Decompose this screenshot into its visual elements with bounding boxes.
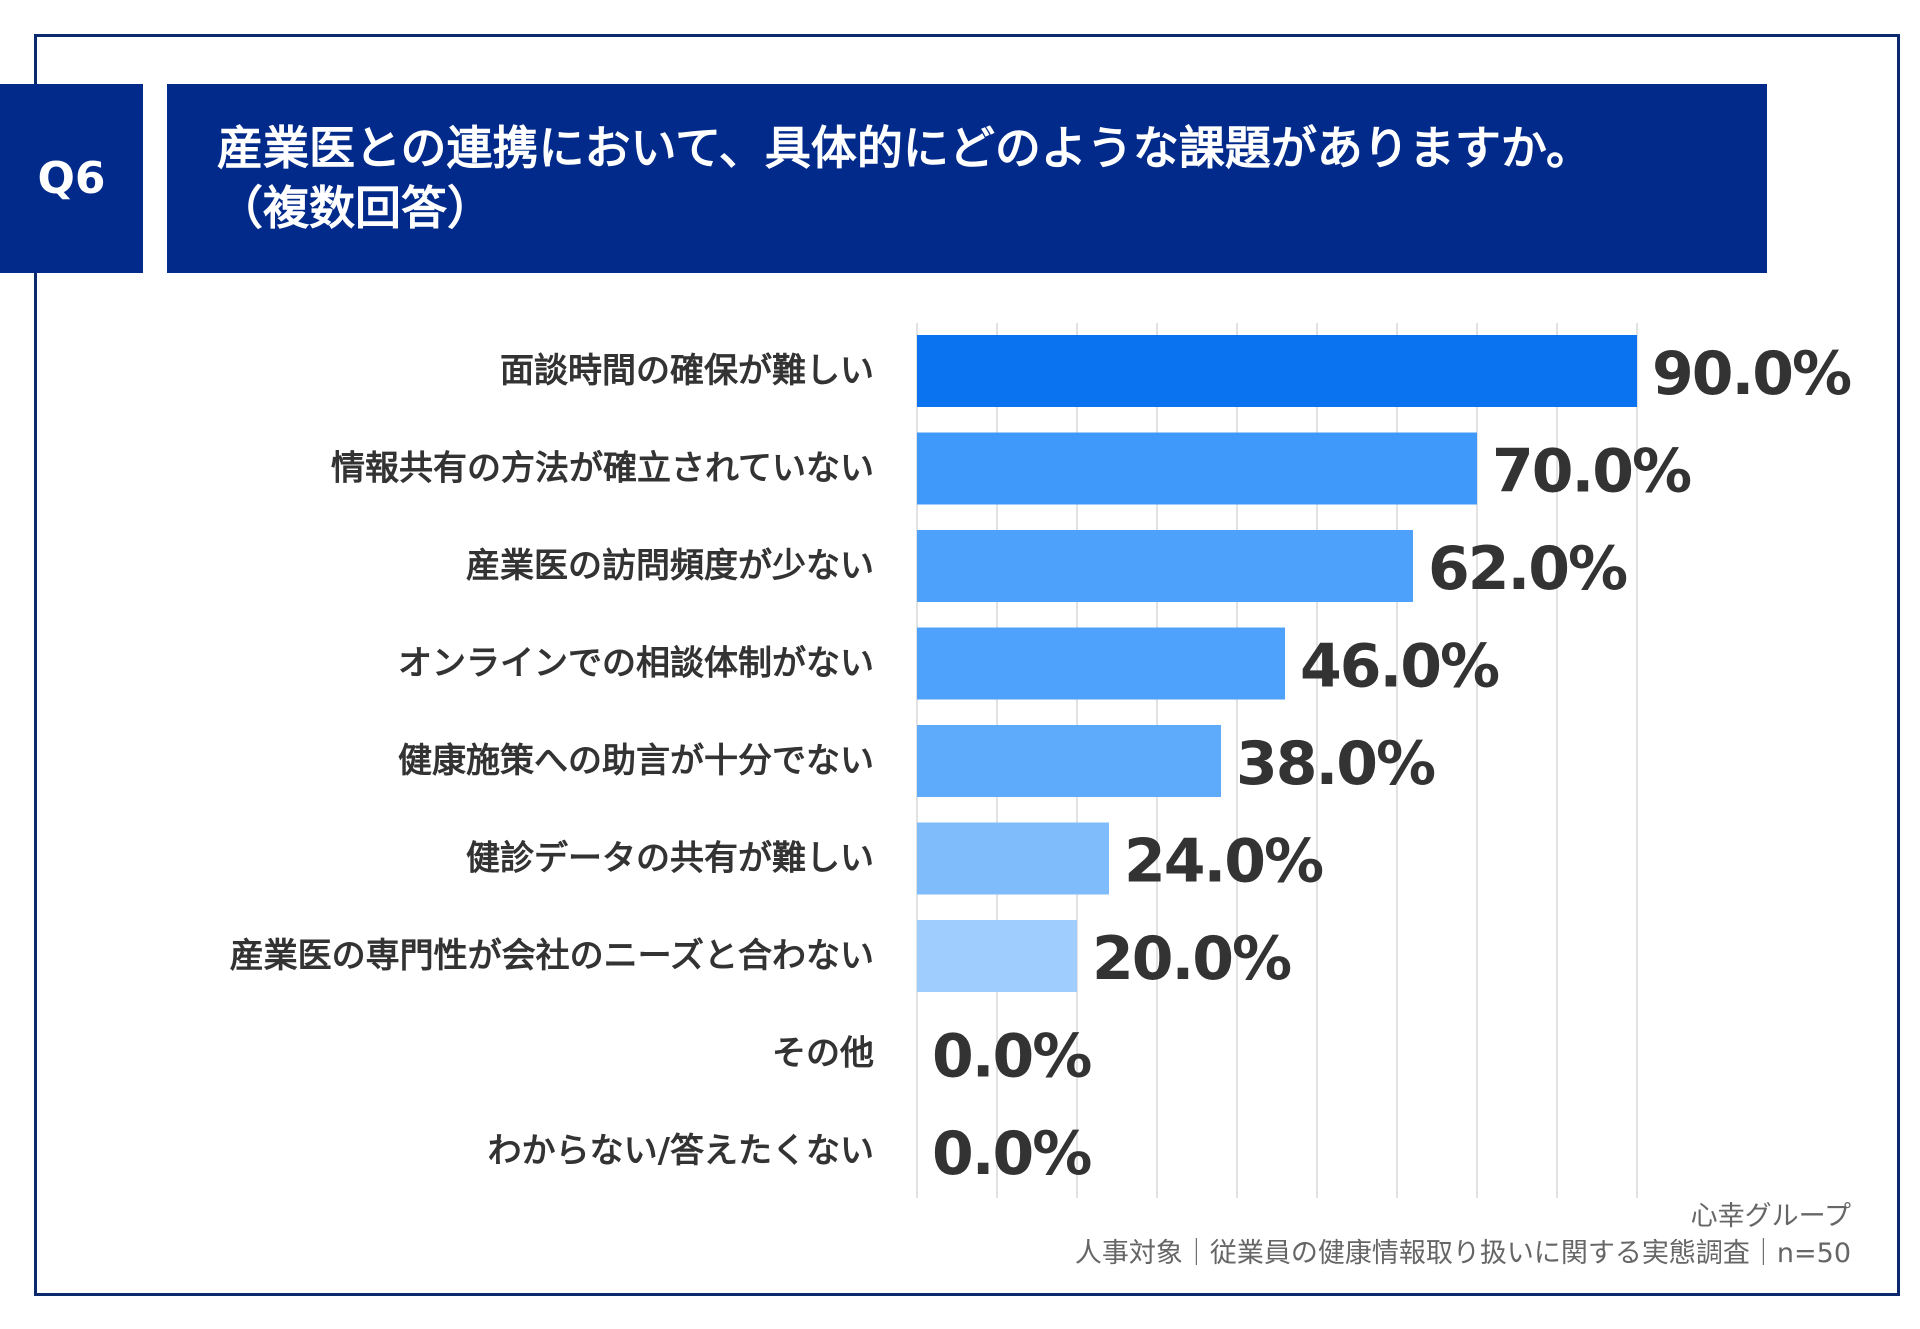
bar [917,822,1109,895]
question-title-banner: 産業医との連携において、具体的にどのような課題がありますか。 （複数回答） [167,84,1767,273]
bar [917,920,1077,992]
bar [917,627,1285,700]
value-label: 90.0% [1652,339,1851,409]
category-label: その他 [772,1034,874,1074]
footer-brand: 心幸グループ [1690,1201,1851,1232]
bar [917,432,1477,505]
category-label: 産業医の訪問頻度が少ない [466,546,874,586]
value-label: 38.0% [1236,729,1435,799]
bar [917,725,1221,797]
footer-survey-info: 人事対象｜従業員の健康情報取り扱いに関する実態調査｜n=50 [1074,1238,1851,1269]
value-label: 0.0% [932,1119,1091,1189]
question-number-badge: Q6 [0,84,143,273]
value-label: 0.0% [932,1022,1091,1092]
category-label: 健診データの共有が難しい [466,839,874,879]
question-subtitle: （複数回答） [217,181,493,235]
category-label: 面談時間の確保が難しい [500,351,874,391]
value-label: 70.0% [1492,437,1691,507]
category-label: わからない/答えたくない [488,1131,874,1171]
bar [917,335,1637,407]
category-label: オンラインでの相談体制がない [398,644,874,684]
value-label: 46.0% [1300,632,1499,702]
value-label: 24.0% [1124,827,1323,897]
category-label: 産業医の専門性が会社のニーズと合わない [230,936,874,976]
chart-frame [34,34,1900,1296]
category-label: 情報共有の方法が確立されていない [331,449,874,489]
value-label: 20.0% [1092,924,1291,994]
value-label: 62.0% [1428,534,1627,604]
question-title: 産業医との連携において、具体的にどのような課題がありますか。 [217,121,1592,175]
bar [917,530,1413,602]
category-label: 健康施策への助言が十分でない [398,741,874,781]
question-number: Q6 [37,153,106,204]
